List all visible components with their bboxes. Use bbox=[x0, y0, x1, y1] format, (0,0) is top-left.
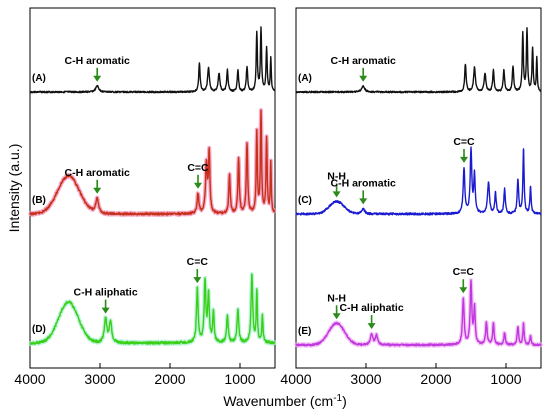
annotation-arrow-head bbox=[359, 198, 368, 205]
x-tick-label: 1000 bbox=[490, 371, 521, 387]
annotation-arrow-head bbox=[460, 156, 468, 163]
peak-annotation: C=C bbox=[187, 256, 209, 268]
trace-label: (C) bbox=[298, 195, 312, 206]
x-axis-label: Wavenumber (cm-1) bbox=[223, 393, 347, 410]
x-tick-label: 4000 bbox=[14, 371, 45, 387]
left-panel-frame bbox=[29, 7, 276, 369]
peak-annotation: N-H bbox=[327, 292, 346, 304]
right-panel: 4000 3000 2000 1000(A)C-H aromatic(C)N-HC-H… bbox=[280, 7, 543, 387]
trace-label: (A) bbox=[298, 73, 312, 84]
y-axis-label: Intensity (a.u.) bbox=[6, 144, 22, 233]
annotation-arrow-head bbox=[367, 323, 376, 330]
peak-annotation: C=C bbox=[187, 162, 209, 174]
annotation-arrow-head bbox=[194, 182, 202, 189]
left-panel: 4000 3000 2000 1000 (A) C-H aromatic (B) C-H ar… bbox=[14, 7, 277, 387]
annotation-arrow-head bbox=[93, 75, 102, 82]
trace-label: (A) bbox=[32, 73, 46, 84]
spectrum-trace bbox=[295, 27, 542, 94]
annotation-arrow-head bbox=[93, 187, 102, 194]
x-tick-label: 1000 bbox=[224, 371, 255, 387]
peak-annotation: C-H aromatic bbox=[65, 55, 131, 67]
annotation-arrow-head bbox=[101, 307, 110, 314]
spectrum-trace bbox=[29, 273, 276, 345]
spectrum-trace bbox=[29, 26, 276, 94]
right-panel-frame bbox=[295, 7, 542, 369]
peak-annotation: C-H aromatic bbox=[65, 167, 131, 179]
annotation-arrow-head bbox=[332, 191, 341, 198]
annotation-arrow-head bbox=[459, 287, 468, 294]
x-tick-label: 4000 bbox=[280, 371, 311, 387]
annotation-arrow-head bbox=[193, 277, 202, 284]
peak-annotation: N-H bbox=[327, 170, 346, 182]
spectrum-trace bbox=[295, 279, 542, 347]
peak-annotation: C=C bbox=[453, 266, 475, 278]
trace-label: (B) bbox=[32, 195, 46, 206]
spectrum-trace bbox=[29, 109, 276, 216]
peak-annotation: C-H aromatic bbox=[331, 55, 397, 67]
peak-annotation: C-H aliphatic bbox=[74, 287, 138, 299]
trace-label: (D) bbox=[32, 324, 46, 335]
peak-annotation: C-H aromatic bbox=[331, 177, 397, 189]
annotation-arrow-head bbox=[332, 313, 341, 320]
spectrum-trace bbox=[295, 146, 542, 216]
annotation-arrow-head bbox=[359, 75, 368, 82]
x-tick-label: 3000 bbox=[350, 371, 381, 387]
trace-label: (E) bbox=[298, 326, 311, 337]
peak-annotation: C=C bbox=[453, 136, 475, 148]
x-tick-label: 2000 bbox=[154, 371, 185, 387]
x-tick-label: 2000 bbox=[420, 371, 451, 387]
peak-annotation: C-H aliphatic bbox=[340, 302, 404, 314]
x-tick-label: 3000 bbox=[84, 371, 115, 387]
